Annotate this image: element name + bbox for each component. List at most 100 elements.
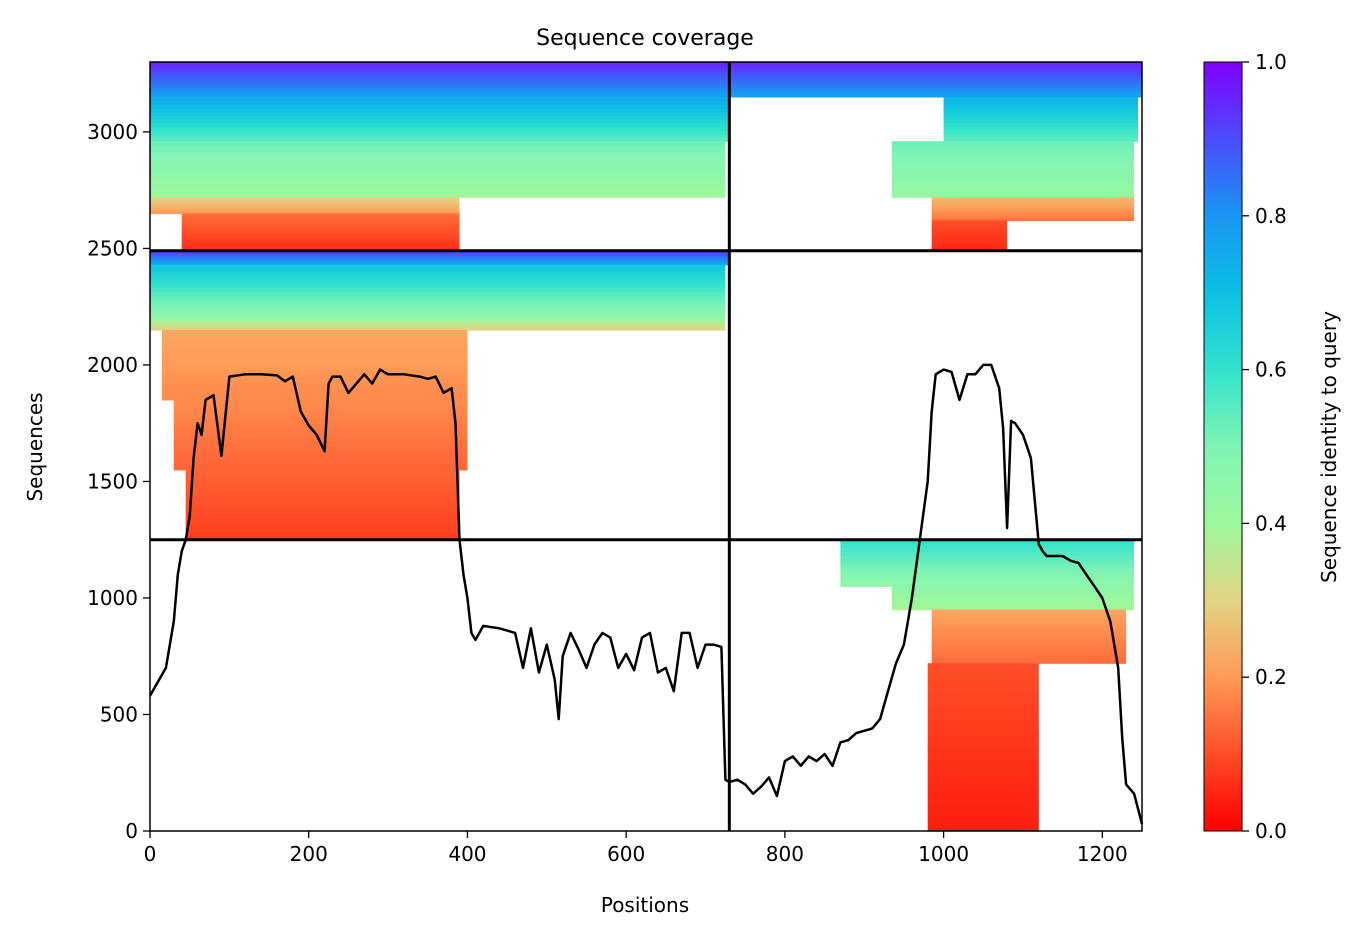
heatmap-band-strip: [150, 282, 726, 288]
heatmap-band-strip: [150, 287, 726, 293]
heatmap-band-strip: [150, 278, 726, 284]
heatmap-band-strip: [729, 73, 1142, 78]
heatmap-band-strip: [173, 464, 468, 471]
heatmap-band-strip: [943, 108, 1138, 113]
heatmap-band-strip: [173, 399, 468, 407]
heatmap-band-strip: [150, 85, 730, 89]
heatmap-band-strip: [931, 658, 1127, 662]
heatmap-band-strip: [840, 559, 1134, 564]
heatmap-band-strip: [181, 241, 460, 246]
heatmap-band-strip: [150, 97, 730, 102]
y-tick-label: 2500: [87, 236, 138, 260]
heatmap-band-strip: [892, 159, 1134, 166]
heatmap-band-strip: [931, 216, 1135, 220]
heatmap-band-strip: [840, 578, 1134, 584]
y-axis-label: Sequences: [23, 392, 47, 501]
heatmap-band-strip: [150, 212, 460, 215]
heatmap-band-strip: [150, 325, 726, 327]
heatmap-band-strip: [150, 273, 726, 279]
heatmap-band-strip: [943, 115, 1138, 120]
heatmap-band-strip: [943, 97, 1138, 102]
heatmap-band-strip: [150, 309, 726, 315]
heatmap-band-strip: [150, 79, 730, 83]
plot-area: [148, 61, 1144, 832]
heatmap-band-strip: [161, 370, 468, 378]
heatmap-band-strip: [150, 67, 730, 72]
heatmap-band-strip: [161, 347, 468, 354]
heatmap-band-strip: [943, 104, 1138, 109]
heatmap-band-strip: [943, 100, 1138, 105]
heatmap-band-strip: [892, 145, 1134, 152]
heatmap-band-strip: [892, 603, 1134, 607]
y-tick-label: 3000: [87, 120, 138, 144]
heatmap-band-strip: [161, 359, 468, 366]
heatmap-band-strip: [892, 596, 1134, 599]
heatmap-band-strip: [150, 291, 726, 297]
heatmap-band-strip: [927, 719, 1039, 734]
chart-title: Sequence coverage: [536, 26, 754, 51]
heatmap-band-strip: [150, 202, 460, 205]
heatmap-band-strip: [931, 638, 1127, 642]
heatmap-band-strip: [181, 235, 460, 239]
y-tick-label: 1500: [87, 469, 138, 493]
heatmap-band-strip: [931, 206, 1135, 210]
heatmap-band-strip: [150, 150, 726, 156]
heatmap-band-strip: [150, 88, 730, 92]
heatmap-band-strip: [150, 264, 726, 270]
heatmap-band-strip: [150, 208, 460, 210]
heatmap-band-strip: [931, 617, 1127, 620]
colorbar-tick-label: 0.0: [1255, 819, 1287, 843]
heatmap-band-strip: [927, 705, 1039, 720]
x-axis-label: Positions: [601, 893, 689, 917]
heatmap-band-strip: [150, 261, 730, 263]
heatmap-band-strip: [150, 187, 726, 194]
heatmap-band-strip: [729, 70, 1142, 75]
x-tick-label: 400: [448, 842, 486, 866]
heatmap-band-strip: [840, 543, 1134, 549]
heatmap-band-strip: [931, 615, 1127, 618]
heatmap-band-strip: [931, 201, 1135, 204]
heatmap-band-strip: [840, 555, 1134, 560]
heatmap-band-strip: [150, 251, 730, 254]
heatmap-band-strip: [892, 605, 1134, 609]
heatmap-band-strip: [840, 574, 1134, 580]
heatmap-band-strip: [892, 586, 1134, 589]
heatmap-band-strip: [181, 222, 460, 227]
heatmap-band-strip: [840, 539, 1134, 545]
heatmap-band-strip: [150, 304, 726, 310]
heatmap-band-strip: [931, 643, 1127, 647]
heatmap-band-strip: [150, 64, 730, 69]
heatmap-band-strip: [931, 627, 1127, 630]
heatmap-band-strip: [150, 254, 730, 257]
heatmap-band-strip: [931, 228, 1008, 232]
heatmap-band-strip: [892, 607, 1134, 611]
heatmap-band-strip: [150, 119, 730, 124]
heatmap-block-0: [150, 62, 730, 252]
y-tick-label: 500: [100, 702, 138, 726]
heatmap-band-strip: [161, 382, 468, 389]
colorbar: 0.0 0.2 0.4 0.6 0.8 1.0 Sequence identity to …: [1203, 50, 1341, 843]
heatmap-band-strip: [943, 119, 1138, 124]
heatmap-band-strip: [943, 133, 1138, 139]
heatmap-band-strip: [150, 260, 730, 262]
heatmap-band-strip: [150, 322, 726, 324]
x-axis: 0 200 400 600 800 1000 1200: [144, 831, 1128, 866]
heatmap-band-strip: [931, 609, 1127, 613]
heatmap-band-strip: [927, 775, 1039, 790]
heatmap-band-strip: [931, 625, 1127, 628]
heatmap-band-strip: [729, 94, 1142, 98]
heatmap-band-strip: [173, 417, 468, 424]
heatmap-band-strip: [150, 320, 726, 322]
heatmap-band-strip: [931, 632, 1127, 636]
heatmap-band-strip: [931, 230, 1008, 234]
heatmap-band-strip: [931, 225, 1008, 229]
heatmap-band-strip: [840, 566, 1134, 572]
heatmap-band-strip: [150, 108, 730, 113]
heatmap-band-strip: [181, 213, 460, 218]
heatmap-band-strip: [892, 590, 1134, 593]
colorbar-tick-label: 1.0: [1255, 50, 1287, 74]
heatmap-band-strip: [150, 205, 460, 208]
heatmap-band-strip: [150, 255, 730, 258]
heatmap-band-strip: [931, 204, 1135, 208]
heatmap-band-strip: [150, 329, 726, 331]
